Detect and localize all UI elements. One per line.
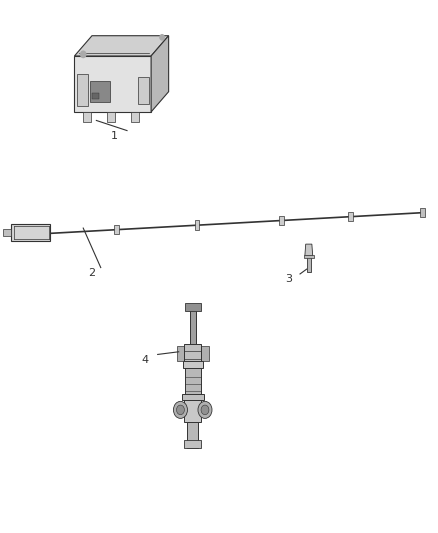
Text: 3: 3: [286, 274, 293, 284]
Polygon shape: [187, 422, 198, 448]
Polygon shape: [138, 77, 149, 104]
Text: 2: 2: [88, 268, 95, 278]
Circle shape: [160, 35, 164, 40]
Polygon shape: [201, 346, 209, 361]
Polygon shape: [185, 368, 201, 398]
Polygon shape: [3, 229, 11, 236]
Text: 4: 4: [141, 355, 148, 365]
Polygon shape: [77, 74, 88, 106]
Polygon shape: [114, 225, 119, 235]
Circle shape: [198, 401, 212, 418]
Polygon shape: [194, 221, 199, 230]
Polygon shape: [74, 56, 151, 112]
Polygon shape: [107, 112, 115, 122]
Polygon shape: [83, 112, 91, 122]
Polygon shape: [90, 81, 110, 102]
Polygon shape: [304, 255, 314, 258]
Polygon shape: [348, 212, 353, 222]
Polygon shape: [307, 256, 311, 272]
Polygon shape: [11, 224, 50, 241]
Polygon shape: [92, 93, 99, 99]
Polygon shape: [184, 440, 201, 448]
Circle shape: [173, 401, 187, 418]
Polygon shape: [190, 306, 196, 344]
Polygon shape: [184, 344, 201, 365]
Polygon shape: [183, 361, 203, 368]
Polygon shape: [185, 303, 201, 311]
Polygon shape: [151, 36, 169, 112]
Polygon shape: [305, 244, 313, 256]
Text: 1: 1: [110, 131, 117, 141]
Polygon shape: [182, 394, 204, 400]
Circle shape: [177, 405, 184, 415]
Polygon shape: [177, 346, 184, 361]
Polygon shape: [279, 216, 284, 225]
Polygon shape: [131, 112, 139, 122]
Circle shape: [81, 51, 86, 58]
Polygon shape: [420, 208, 425, 217]
Circle shape: [201, 405, 209, 415]
Polygon shape: [74, 36, 169, 56]
Polygon shape: [184, 400, 201, 422]
